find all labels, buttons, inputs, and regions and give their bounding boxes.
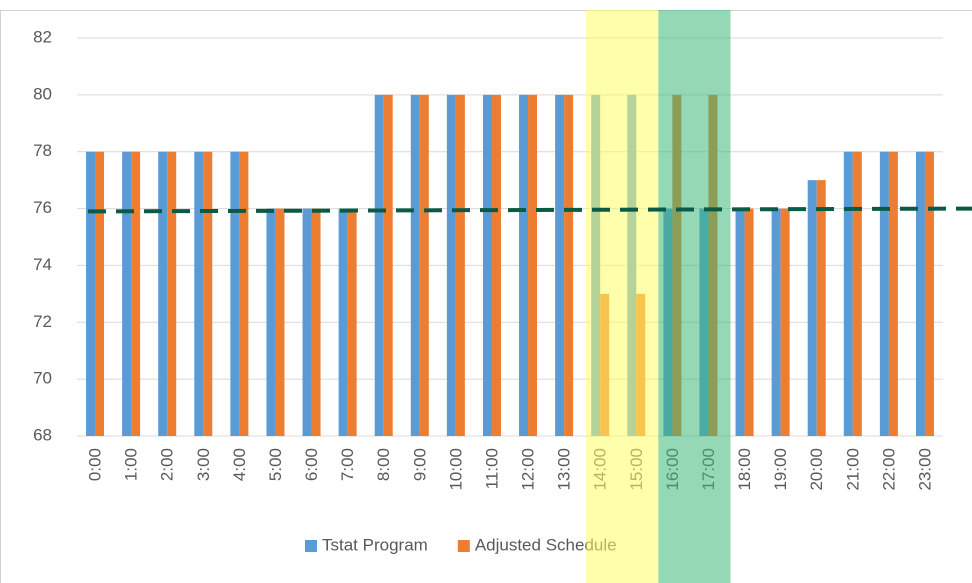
bar	[194, 151, 204, 436]
bar	[122, 151, 132, 436]
x-tick-label: 23:00	[915, 448, 934, 491]
bar	[564, 94, 574, 436]
bar	[816, 180, 826, 436]
bar	[735, 208, 745, 436]
y-tick-label: 68	[33, 425, 52, 444]
bar	[239, 151, 249, 436]
bar	[311, 208, 321, 436]
x-tick-label: 13:00	[555, 448, 574, 491]
reference-line	[87, 206, 972, 214]
y-tick-label: 78	[33, 141, 52, 160]
bar	[843, 151, 853, 436]
bar	[528, 94, 538, 436]
legend-swatch	[305, 540, 317, 552]
bar	[167, 151, 177, 436]
x-tick-label: 7:00	[338, 448, 357, 481]
bar	[446, 94, 456, 436]
bar	[158, 151, 168, 436]
y-tick-label: 76	[33, 198, 52, 217]
x-tick-label: 6:00	[302, 448, 321, 481]
bar	[519, 94, 529, 436]
bar	[338, 208, 348, 436]
bar	[555, 94, 565, 436]
bar	[852, 151, 862, 436]
bar	[230, 151, 240, 436]
bar	[888, 151, 898, 436]
bar	[275, 208, 285, 436]
x-tick-label: 18:00	[735, 448, 754, 491]
y-tick-label: 82	[33, 27, 52, 46]
bar	[482, 94, 492, 436]
bar	[780, 208, 790, 436]
bar	[302, 208, 312, 436]
bar	[383, 94, 393, 436]
bar	[95, 151, 105, 436]
x-tick-label: 4:00	[230, 448, 249, 481]
bar	[924, 151, 934, 436]
x-tick-label: 11:00	[482, 448, 501, 489]
x-tick-label: 21:00	[843, 448, 862, 491]
bar	[203, 151, 213, 436]
x-tick-label: 5:00	[266, 448, 285, 481]
x-tick-label: 3:00	[194, 448, 213, 481]
bar	[131, 151, 141, 436]
bar	[455, 94, 465, 436]
highlight-band	[658, 10, 731, 583]
bar	[807, 180, 817, 436]
bar	[374, 94, 384, 436]
highlight-band	[586, 10, 659, 583]
x-tick-label: 10:00	[446, 448, 465, 491]
bar	[419, 94, 429, 436]
x-tick-label: 1:00	[122, 448, 141, 481]
x-tick-label: 19:00	[771, 448, 790, 491]
x-tick-label: 9:00	[410, 448, 429, 481]
bar	[266, 208, 276, 436]
legend-label: Tstat Program	[322, 535, 428, 554]
y-tick-label: 74	[33, 255, 52, 274]
bar	[410, 94, 420, 436]
bar	[879, 151, 889, 436]
legend-label: Adjusted Schedule	[475, 535, 617, 554]
bar	[744, 208, 754, 436]
bar	[491, 94, 501, 436]
bar	[915, 151, 925, 436]
x-tick-label: 2:00	[158, 448, 177, 481]
y-tick-label: 70	[33, 369, 52, 388]
x-tick-label: 22:00	[879, 448, 898, 491]
y-tick-label: 80	[33, 84, 52, 103]
x-tick-label: 20:00	[807, 448, 826, 491]
bar	[86, 151, 96, 436]
x-tick-label: 8:00	[374, 448, 393, 481]
bar	[771, 208, 781, 436]
legend-swatch	[457, 540, 470, 552]
x-tick-label: 0:00	[86, 448, 105, 481]
bar	[347, 208, 357, 436]
y-tick-label: 72	[33, 312, 52, 331]
x-tick-label: 12:00	[519, 448, 538, 491]
